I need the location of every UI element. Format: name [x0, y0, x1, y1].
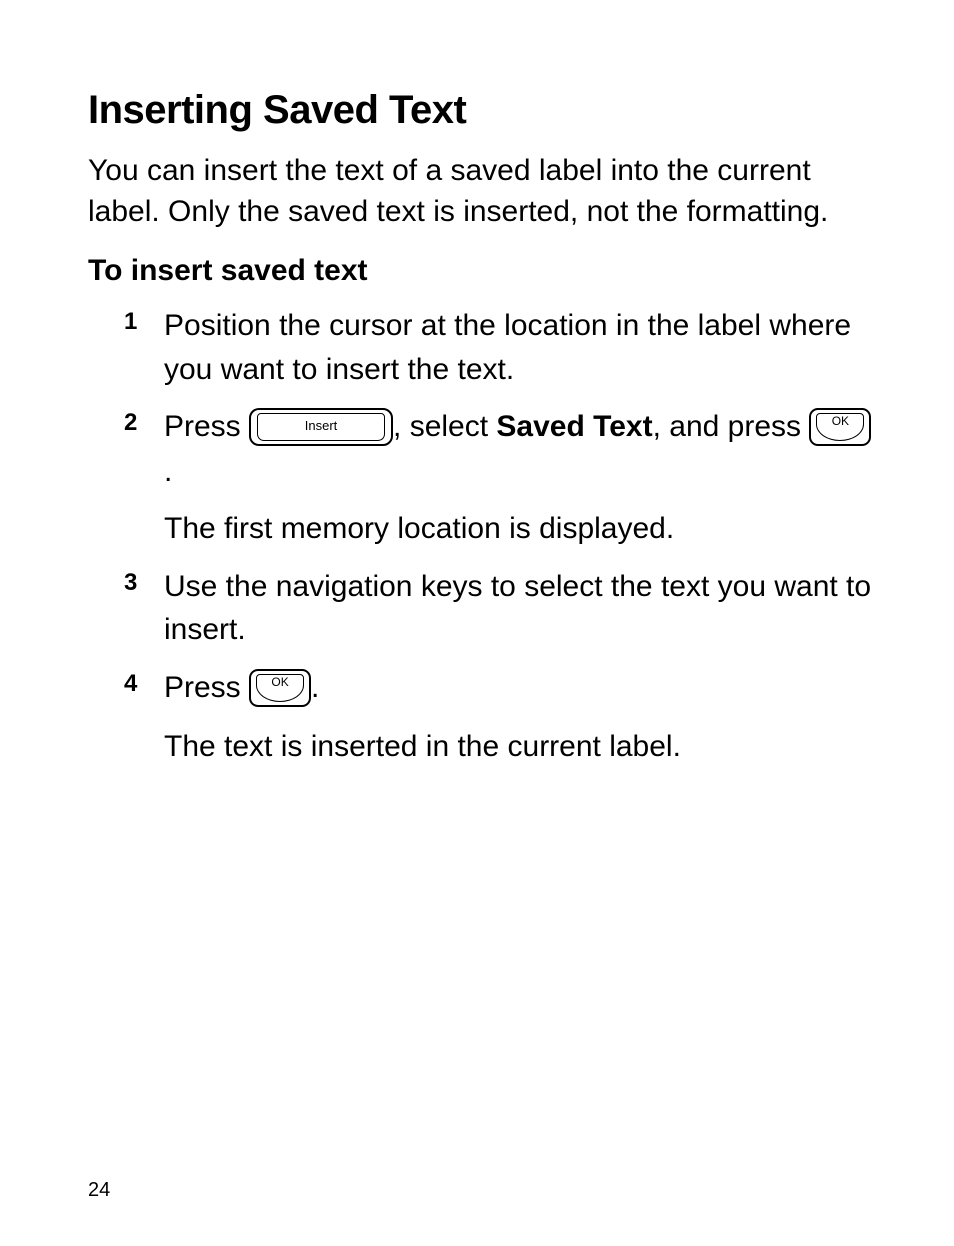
text-run: Press — [164, 410, 249, 443]
step-result: The text is inserted in the current labe… — [164, 725, 681, 769]
step-text: Position the cursor at the location in t… — [164, 304, 874, 391]
ok-key-icon: OK — [809, 404, 871, 448]
procedure-heading: To insert saved text — [88, 254, 874, 288]
step-result: The first memory location is displayed. — [164, 507, 874, 551]
step-2: 2 Press Insert , select Saved Text, and … — [124, 405, 874, 551]
key-label: Insert — [305, 417, 338, 436]
text-run: . — [164, 455, 172, 488]
text-run: . — [311, 671, 319, 704]
text-run: , select — [393, 410, 496, 443]
intro-paragraph: You can insert the text of a saved label… — [88, 151, 874, 232]
step-number: 3 — [124, 565, 164, 597]
text-run: Press — [164, 671, 249, 704]
step-number: 4 — [124, 666, 164, 698]
step-text: Use the navigation keys to select the te… — [164, 565, 874, 652]
key-label: OK — [251, 674, 309, 691]
manual-page: Inserting Saved Text You can insert the … — [0, 0, 954, 1246]
step-text: Press OK . The text is inserted in the c… — [164, 666, 681, 768]
insert-key-icon: Insert — [249, 404, 393, 448]
step-3: 3 Use the navigation keys to select the … — [124, 565, 874, 652]
page-number: 24 — [88, 1179, 110, 1202]
ok-key-icon: OK — [249, 665, 311, 709]
menu-item-label: Saved Text — [496, 410, 652, 443]
step-1: 1 Position the cursor at the location in… — [124, 304, 874, 391]
procedure-steps: 1 Position the cursor at the location in… — [88, 304, 874, 768]
step-4: 4 Press OK . The text is inserted in the… — [124, 666, 874, 768]
page-title: Inserting Saved Text — [88, 88, 874, 133]
key-label: OK — [811, 413, 869, 430]
step-number: 1 — [124, 304, 164, 336]
step-text: Press Insert , select Saved Text, and pr… — [164, 405, 874, 551]
text-run: , and press — [653, 410, 810, 443]
step-number: 2 — [124, 405, 164, 437]
